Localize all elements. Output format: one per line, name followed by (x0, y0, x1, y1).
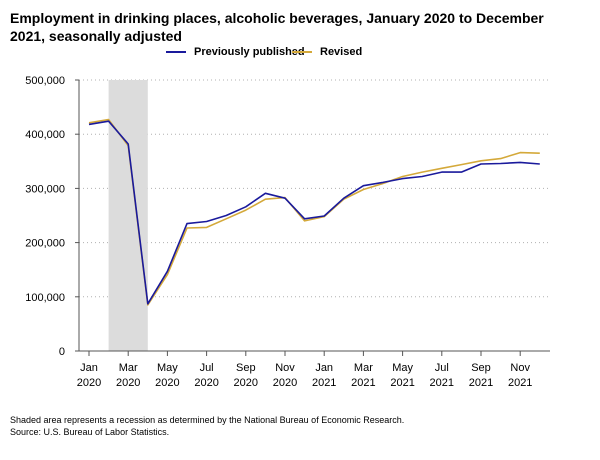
series-line-previously-published (88, 120, 540, 305)
y-tick-label-0: 0 (59, 346, 65, 358)
x-tick-month-11: Nov (510, 362, 530, 374)
x-tick-year-5: 2020 (273, 377, 297, 389)
x-tick-year-9: 2021 (430, 377, 454, 389)
recession-band (108, 80, 148, 351)
x-tick-year-10: 2021 (469, 377, 493, 389)
legend-label-revised: Revised (320, 46, 363, 58)
x-tick-month-1: Mar (119, 362, 138, 374)
x-tick-year-8: 2021 (390, 377, 414, 389)
x-tick-year-1: 2020 (116, 377, 140, 389)
x-tick-month-7: Mar (354, 362, 373, 374)
recession-shade (108, 80, 148, 351)
x-tick-year-6: 2021 (312, 377, 336, 389)
x-tick-year-11: 2021 (508, 377, 532, 389)
y-tick-label-5: 500,000 (25, 75, 65, 87)
legend: Previously published Revised (0, 46, 600, 62)
series-lines (88, 118, 540, 306)
x-tick-year-3: 2020 (194, 377, 218, 389)
x-tick-month-9: Jul (435, 362, 449, 374)
x-tick-month-2: May (157, 362, 178, 374)
x-tick-month-10: Sep (471, 362, 491, 374)
legend-item-revised[interactable]: Revised (292, 46, 362, 58)
y-tick-label-4: 400,000 (25, 129, 65, 141)
x-tick-month-5: Nov (275, 362, 295, 374)
legend-swatch-previously-published (166, 51, 186, 53)
x-tick-month-3: Jul (200, 362, 214, 374)
x-tick-year-4: 2020 (234, 377, 258, 389)
x-tick-month-0: Jan (80, 362, 98, 374)
x-tick-year-2: 2020 (155, 377, 179, 389)
x-tick-year-0: 2020 (77, 377, 101, 389)
y-tick-label-3: 300,000 (25, 183, 65, 195)
x-tick-month-8: May (392, 362, 413, 374)
y-tick-labels: 0 100,000 200,000 300,000 400,000 500,000 (25, 75, 65, 358)
legend-swatch-revised (292, 51, 312, 53)
chart-title: Employment in drinking places, alcoholic… (10, 10, 544, 44)
grid-lines (79, 79, 550, 298)
chart-notes: Shaded area represents a recession as de… (10, 414, 404, 438)
x-tick-month-4: Sep (236, 362, 256, 374)
x-tick-labels: Jan 2020 Mar 2020 May 2020 Jul 2020 Sep 2020 Nov 20… (77, 362, 533, 389)
axes (75, 79, 550, 356)
legend-label-previously-published: Previously published (194, 46, 305, 58)
x-tick-month-6: Jan (315, 362, 333, 374)
y-tick-label-1: 100,000 (25, 292, 65, 304)
x-tick-year-7: 2021 (351, 377, 375, 389)
y-tick-label-2: 200,000 (25, 238, 65, 250)
legend-item-previously-published[interactable]: Previously published (166, 46, 305, 58)
source-note: Source: U.S. Bureau of Labor Statistics. (10, 427, 170, 437)
recession-note: Shaded area represents a recession as de… (10, 415, 405, 425)
series-line-revised (88, 118, 540, 306)
